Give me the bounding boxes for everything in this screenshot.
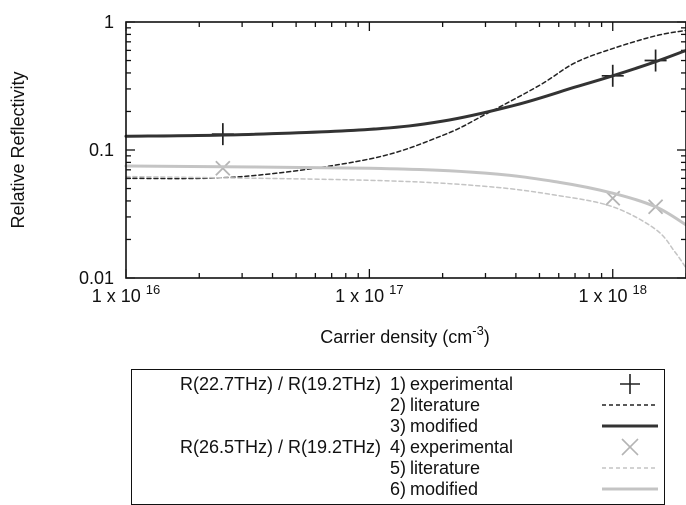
legend-label: experimental bbox=[410, 374, 514, 394]
series-layer bbox=[124, 29, 686, 269]
legend-entry: 3) modified bbox=[386, 416, 478, 436]
legend-entry: 2) literature bbox=[386, 395, 480, 415]
legend-number: 1) bbox=[389, 374, 406, 394]
legend-row: 2) literature bbox=[132, 395, 666, 415]
legend-entry: 1) experimental bbox=[386, 374, 513, 394]
legend: R(22.7THz) / R(19.2THz) 1) experimental 2… bbox=[131, 369, 665, 505]
legend-sample-plus bbox=[620, 374, 640, 394]
x-tick-label: 1 x 10 18 bbox=[578, 282, 647, 306]
x-axis-label: Carrier density (cm-3) bbox=[320, 323, 490, 347]
series-line-5 bbox=[125, 175, 686, 269]
legend-sample-solid bbox=[602, 424, 658, 428]
series-line-3 bbox=[124, 48, 686, 138]
series-line-2 bbox=[125, 29, 686, 180]
legend-sample-solid-gray bbox=[602, 487, 658, 491]
x-tick-label: 1 x 10 17 bbox=[335, 282, 404, 306]
legend-sample-cross bbox=[621, 438, 639, 456]
x-axis-label-end: ) bbox=[484, 327, 490, 347]
legend-entry: 5) literature bbox=[386, 458, 480, 478]
legend-number: 2) bbox=[389, 395, 406, 415]
legend-group-label: R(26.5THz) / R(19.2THz) bbox=[179, 437, 381, 457]
legend-number: 4) bbox=[389, 437, 406, 457]
legend-group-label: R(22.7THz) / R(19.2THz) bbox=[179, 374, 381, 394]
cross-marker-b bbox=[215, 160, 231, 176]
legend-label: modified bbox=[410, 416, 479, 436]
legend-row: 6) modified bbox=[132, 479, 666, 499]
legend-row: R(22.7THz) / R(19.2THz) 1) experimental bbox=[132, 374, 666, 394]
legend-number: 5) bbox=[389, 458, 406, 478]
legend-label: modified bbox=[410, 479, 479, 499]
data-point-cross bbox=[215, 160, 231, 176]
legend-sample-dashed-gray bbox=[602, 467, 658, 469]
plot-frame bbox=[125, 21, 686, 279]
x-tick-label: 1 x 10 16 bbox=[92, 282, 161, 306]
y-tick-label: 1 bbox=[104, 12, 114, 32]
y-axis-label: Relative Reflectivity bbox=[8, 71, 28, 228]
legend-sample-dashed bbox=[602, 404, 658, 406]
legend-number: 3) bbox=[389, 416, 406, 436]
legend-row: R(26.5THz) / R(19.2THz) 4) experimental bbox=[132, 437, 666, 457]
legend-entry: 4) experimental bbox=[386, 437, 513, 457]
series-line-6 bbox=[124, 164, 686, 227]
y-tick-label: 0.01 bbox=[79, 268, 114, 288]
x-axis-label-main: Carrier density (cm bbox=[320, 327, 472, 347]
legend-row: 5) literature bbox=[132, 458, 666, 478]
x-axis-label-sup: -3 bbox=[472, 323, 484, 338]
y-tick-label: 0.1 bbox=[89, 140, 114, 160]
legend-label: experimental bbox=[410, 437, 514, 457]
axes: 1 x 10 16 1 x 10 17 1 x 10 18 1 0.1 0.01 bbox=[79, 12, 686, 306]
legend-label: literature bbox=[410, 395, 481, 415]
legend-number: 6) bbox=[389, 479, 406, 499]
legend-label: literature bbox=[410, 458, 481, 478]
legend-row: 3) modified bbox=[132, 416, 666, 436]
legend-entry: 6) modified bbox=[386, 479, 478, 499]
